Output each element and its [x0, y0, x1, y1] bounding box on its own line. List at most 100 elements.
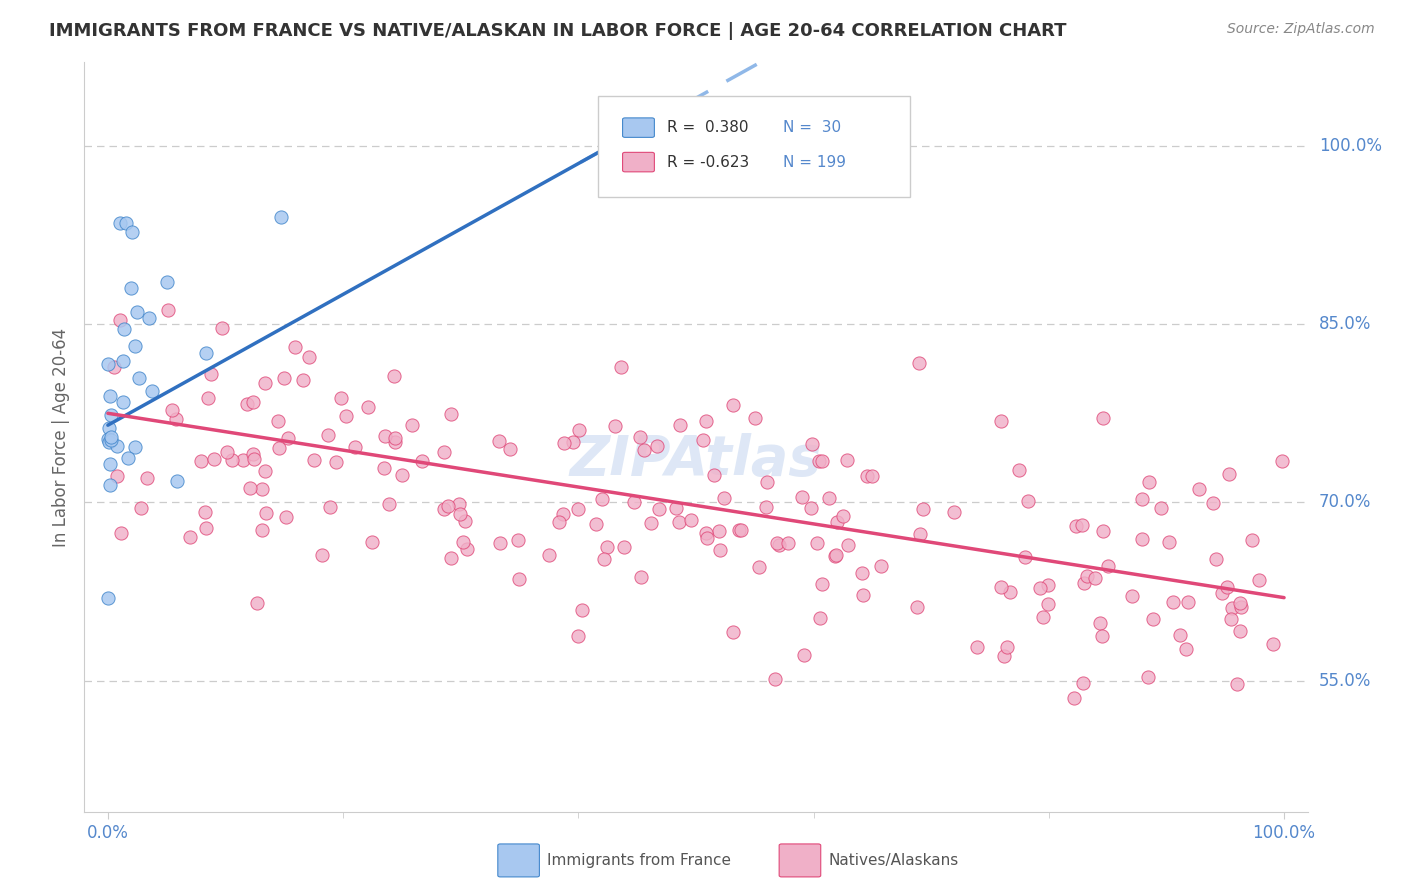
Point	[1219, 612, 1241, 626]
Text: R = -0.623: R = -0.623	[666, 154, 749, 169]
Point	[97, 357, 120, 371]
Point	[856, 469, 879, 483]
Point	[547, 516, 569, 530]
Point	[1263, 637, 1285, 651]
Point	[1091, 411, 1114, 425]
Point	[669, 417, 692, 432]
Point	[374, 429, 396, 443]
Text: IMMIGRANTS FROM FRANCE VS NATIVE/ALASKAN IN LABOR FORCE | AGE 20-64 CORRELATION : IMMIGRANTS FROM FRANCE VS NATIVE/ALASKAN…	[49, 22, 1067, 40]
Point	[763, 672, 786, 686]
FancyBboxPatch shape	[598, 96, 910, 197]
Point	[1091, 629, 1114, 643]
Point	[990, 580, 1012, 594]
Point	[112, 394, 135, 409]
Point	[585, 516, 607, 531]
Point	[1150, 501, 1173, 516]
Point	[273, 371, 295, 385]
Point	[811, 454, 834, 468]
Point	[1073, 575, 1095, 590]
Point	[97, 432, 120, 446]
Point	[860, 468, 883, 483]
Point	[1029, 581, 1052, 595]
Point	[136, 470, 159, 484]
Point	[728, 524, 751, 538]
Point	[679, 513, 702, 527]
Point	[357, 401, 380, 415]
Point	[250, 482, 273, 496]
Point	[1038, 577, 1060, 591]
Point	[1097, 558, 1119, 573]
Point	[665, 501, 688, 516]
Point	[112, 321, 135, 335]
Point	[1247, 573, 1270, 587]
Point	[1205, 552, 1227, 566]
Point	[567, 629, 589, 643]
Point	[433, 502, 456, 516]
Point	[553, 508, 575, 522]
Point	[100, 457, 122, 471]
Text: Source: ZipAtlas.com: Source: ZipAtlas.com	[1227, 22, 1375, 37]
Point	[852, 588, 875, 602]
Point	[993, 648, 1015, 663]
Point	[755, 500, 778, 514]
Point	[1188, 483, 1211, 497]
Point	[756, 475, 779, 489]
Point	[1091, 524, 1114, 538]
Point	[567, 502, 589, 516]
Point	[253, 376, 276, 390]
Point	[277, 431, 299, 445]
Point	[97, 591, 120, 605]
Point	[870, 558, 893, 573]
Text: N = 199: N = 199	[783, 154, 846, 169]
Point	[243, 451, 266, 466]
Point	[623, 494, 645, 508]
Point	[800, 500, 823, 515]
Point	[433, 445, 456, 459]
Point	[568, 423, 591, 437]
Point	[98, 478, 121, 492]
Point	[998, 585, 1021, 599]
Point	[1071, 517, 1094, 532]
Point	[197, 391, 219, 405]
Point	[111, 353, 134, 368]
Point	[1017, 494, 1039, 508]
Point	[100, 408, 122, 422]
Y-axis label: In Labor Force | Age 20-64: In Labor Force | Age 20-64	[52, 327, 70, 547]
Point	[908, 526, 931, 541]
Point	[335, 409, 357, 423]
Point	[648, 502, 671, 516]
Point	[966, 640, 988, 655]
Point	[596, 540, 619, 554]
Point	[807, 454, 830, 468]
Point	[808, 611, 831, 625]
Point	[1163, 595, 1185, 609]
Point	[1230, 600, 1253, 615]
Point	[270, 211, 292, 225]
Point	[200, 367, 222, 381]
Point	[292, 373, 315, 387]
Point	[1271, 453, 1294, 467]
Point	[609, 359, 631, 374]
Point	[1157, 535, 1180, 549]
Point	[232, 453, 254, 467]
Point	[778, 536, 800, 550]
Point	[254, 506, 277, 520]
Point	[128, 371, 150, 385]
Point	[811, 577, 834, 591]
Point	[605, 419, 627, 434]
Point	[488, 434, 510, 448]
Point	[110, 526, 132, 541]
Point	[1008, 463, 1031, 477]
Point	[1202, 496, 1225, 510]
Point	[194, 346, 217, 360]
Point	[837, 537, 859, 551]
Point	[1226, 677, 1249, 691]
Point	[250, 523, 273, 537]
Point	[851, 566, 873, 580]
Point	[1229, 596, 1251, 610]
Point	[127, 305, 149, 319]
Point	[454, 514, 477, 528]
Point	[793, 648, 815, 662]
Point	[121, 225, 143, 239]
Point	[114, 216, 136, 230]
